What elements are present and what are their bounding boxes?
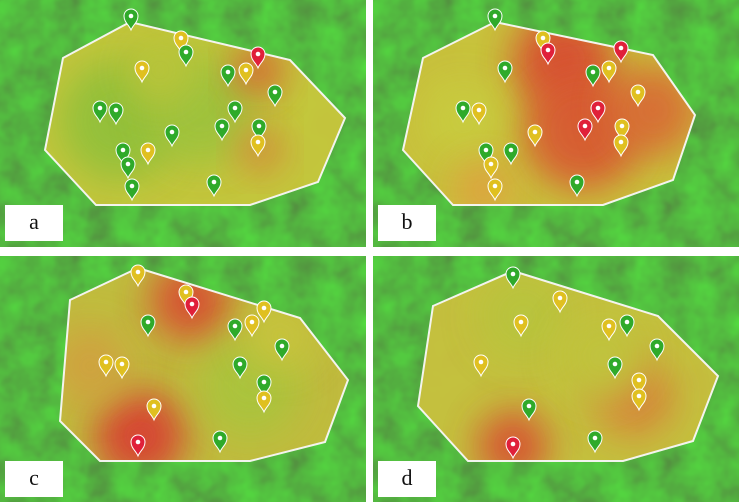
heatmap	[60, 268, 348, 461]
map-panel: c	[0, 256, 366, 502]
label-box	[378, 205, 436, 241]
map-panel: d	[373, 256, 739, 502]
area-boundary	[58, 266, 350, 462]
heat-spot	[453, 160, 513, 205]
map-panel: b	[373, 0, 739, 247]
heat-spot	[60, 326, 130, 406]
map-panel: a	[0, 0, 366, 247]
label-box	[5, 205, 63, 241]
panel-label: b	[402, 209, 413, 234]
label-box	[378, 461, 436, 497]
label-box	[5, 461, 63, 497]
area-boundary	[416, 269, 720, 462]
panel-label: a	[29, 209, 39, 234]
panel-label: d	[402, 465, 413, 490]
heat-spot	[125, 35, 195, 105]
panel-label: c	[29, 465, 39, 490]
